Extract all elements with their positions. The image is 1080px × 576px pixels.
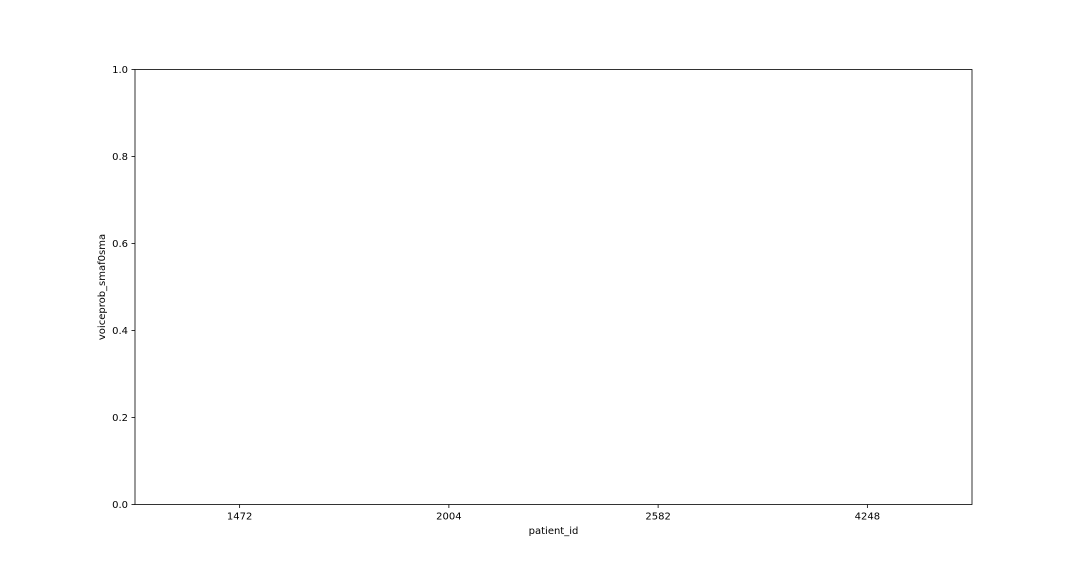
x-tick-label: 4248 — [855, 512, 880, 523]
y-axis-ticks: 0.0 0.2 0.4 0.6 0.8 1.0 — [112, 65, 135, 511]
y-tick-label: 0.8 — [112, 152, 128, 163]
x-tick-label: 2582 — [645, 512, 670, 523]
y-axis-label: voiceprob_smaf0sma — [97, 234, 108, 340]
y-tick-label: 0.2 — [112, 413, 128, 424]
y-tick-label: 1.0 — [112, 65, 128, 76]
y-tick-label: 0.6 — [112, 239, 128, 250]
y-tick-label: 0.4 — [112, 326, 128, 337]
x-tick-label: 1472 — [227, 512, 252, 523]
x-axis-label: patient_id — [529, 526, 579, 537]
y-tick-label: 0.0 — [112, 500, 128, 511]
x-axis-ticks: 1472 2004 2582 4248 — [227, 504, 880, 523]
axes-frame — [134, 69, 973, 505]
x-tick-label: 2004 — [436, 512, 461, 523]
